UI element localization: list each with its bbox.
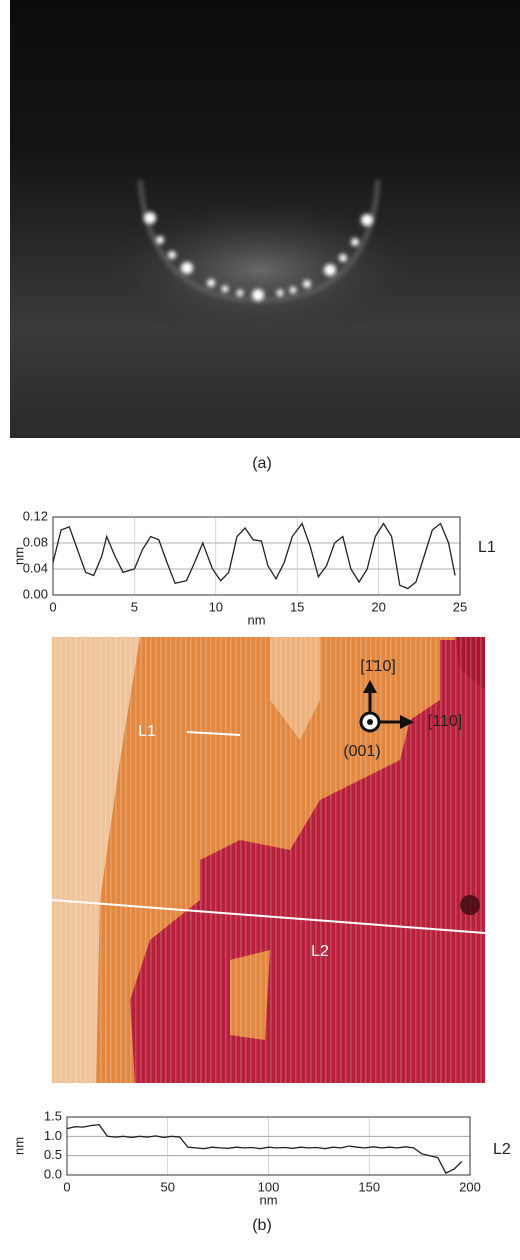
y-tick-label: 0.12 [23, 508, 48, 523]
y-tick-label: 1.5 [44, 1108, 62, 1123]
panel-label: (a) [252, 455, 272, 472]
x-axis-title: nm [247, 612, 265, 627]
y-tick-label: 0.5 [44, 1147, 62, 1162]
y-axis-title: nm [11, 1137, 26, 1155]
plot-frame [52, 516, 461, 596]
image-label: L1 [138, 723, 156, 740]
y-tick-label: 0.0 [44, 1166, 62, 1181]
image-label: L2 [311, 943, 329, 960]
direction-label: [1̄10] [360, 658, 396, 675]
x-tick-label: 5 [131, 599, 138, 614]
data-line [66, 1124, 463, 1174]
profile-label: L1 [478, 539, 496, 556]
y-tick-label: 0.04 [23, 560, 48, 575]
x-tick-label: 10 [209, 599, 223, 614]
y-tick-label: 1.0 [44, 1128, 62, 1143]
x-tick-label: 0 [49, 599, 56, 614]
y-tick-label: 0.00 [23, 586, 48, 601]
x-tick-label: 50 [161, 1179, 175, 1194]
panel-label: (b) [252, 1217, 272, 1234]
x-tick-label: 150 [358, 1179, 380, 1194]
x-tick-label: 20 [371, 599, 385, 614]
y-tick-label: 0.08 [23, 534, 48, 549]
profile-label: L2 [493, 1141, 511, 1158]
x-tick-label: 15 [290, 599, 304, 614]
rheed-image [10, 0, 520, 438]
y-axis-title: nm [11, 547, 26, 565]
data-line [52, 522, 456, 590]
direction-label: [110] [428, 713, 462, 730]
stm-image [51, 637, 486, 1083]
x-tick-label: 25 [453, 599, 467, 614]
x-axis-title: nm [259, 1192, 277, 1207]
x-tick-label: 100 [258, 1179, 280, 1194]
x-tick-label: 0 [63, 1179, 70, 1194]
x-tick-label: 200 [459, 1179, 481, 1194]
direction-label: (001) [343, 743, 380, 760]
plot-frame [66, 1116, 471, 1176]
